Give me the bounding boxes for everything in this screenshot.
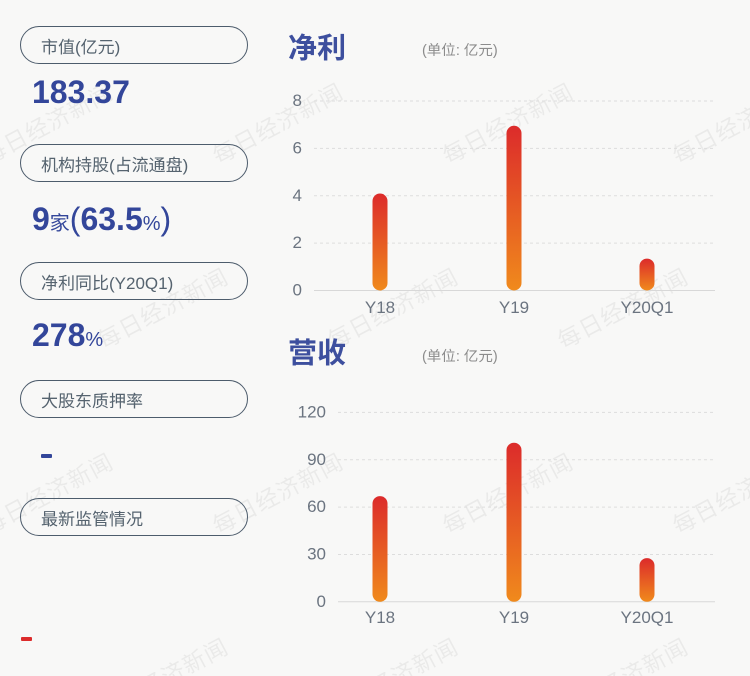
svg-text:Y19: Y19 (499, 608, 529, 627)
svg-text:6: 6 (293, 138, 302, 157)
svg-text:90: 90 (307, 450, 326, 469)
svg-text:60: 60 (307, 497, 326, 516)
svg-text:4: 4 (293, 186, 302, 205)
svg-text:Y18: Y18 (365, 298, 395, 317)
svg-text:8: 8 (293, 91, 302, 110)
svg-text:0: 0 (317, 592, 326, 611)
svg-text:0: 0 (293, 281, 302, 300)
svg-text:120: 120 (298, 402, 326, 421)
svg-text:Y19: Y19 (499, 298, 529, 317)
svg-text:2: 2 (293, 233, 302, 252)
svg-text:Y18: Y18 (365, 608, 395, 627)
svg-text:Y20Q1: Y20Q1 (621, 298, 674, 317)
svg-text:30: 30 (307, 544, 326, 563)
svg-text:Y20Q1: Y20Q1 (621, 608, 674, 627)
